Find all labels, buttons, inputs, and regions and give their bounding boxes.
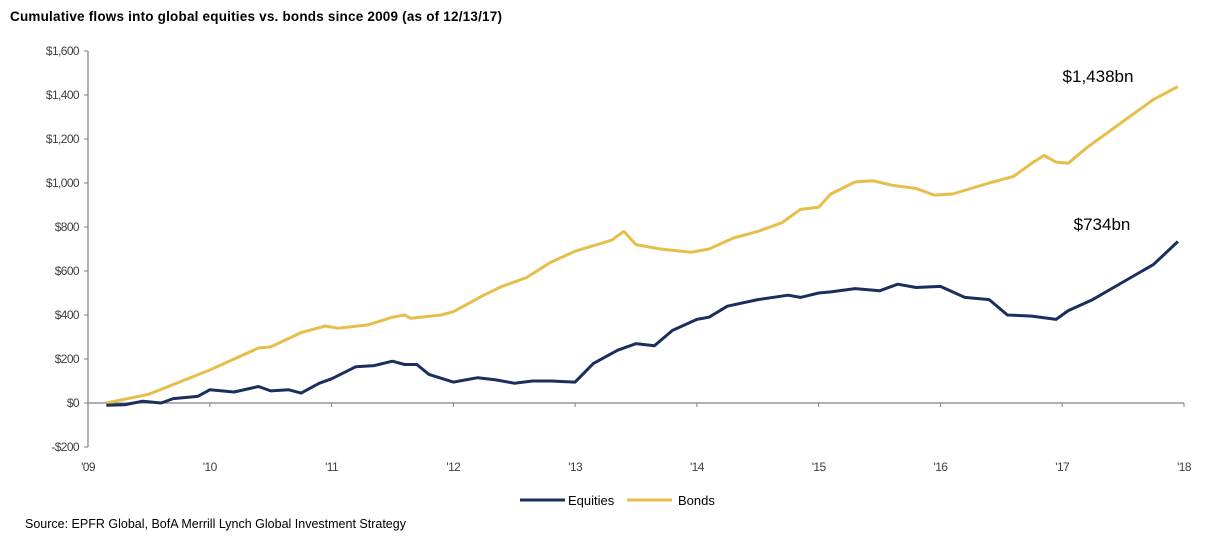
- x-tick-label: '17: [1055, 460, 1070, 474]
- chart-title: Cumulative flows into global equities vs…: [10, 9, 503, 24]
- x-tick-label: '09: [81, 460, 96, 474]
- x-tick-label: '15: [812, 460, 827, 474]
- x-tick-label: '10: [203, 460, 218, 474]
- source-note: Source: EPFR Global, BofA Merrill Lynch …: [25, 517, 406, 531]
- annotation-equities-end-value: $734bn: [1074, 215, 1131, 234]
- y-tick-label: $0: [67, 396, 80, 410]
- x-tick-label: '11: [325, 460, 339, 474]
- y-tick-label: $1,600: [46, 44, 80, 58]
- series-line-equities: [106, 240, 1179, 407]
- x-tick-label: '14: [690, 460, 705, 474]
- legend-label-equities: Equities: [568, 493, 615, 508]
- legend-label-bonds: Bonds: [678, 493, 715, 508]
- x-tick-label: '12: [446, 460, 461, 474]
- y-tick-label: $600: [55, 264, 80, 278]
- x-tick-label: '18: [1177, 460, 1192, 474]
- y-tick-label: $1,200: [46, 132, 80, 146]
- y-tick-label: $400: [55, 308, 80, 322]
- y-tick-label: $1,000: [46, 176, 80, 190]
- y-tick-label: -$200: [51, 440, 80, 454]
- x-tick-label: '16: [934, 460, 949, 474]
- y-tick-label: $200: [55, 352, 80, 366]
- series-line-bonds: [105, 85, 1179, 405]
- y-tick-label: $1,400: [46, 88, 80, 102]
- x-tick-label: '13: [568, 460, 583, 474]
- y-tick-label: $800: [55, 220, 80, 234]
- annotation-bonds-end-value: $1,438bn: [1063, 67, 1134, 86]
